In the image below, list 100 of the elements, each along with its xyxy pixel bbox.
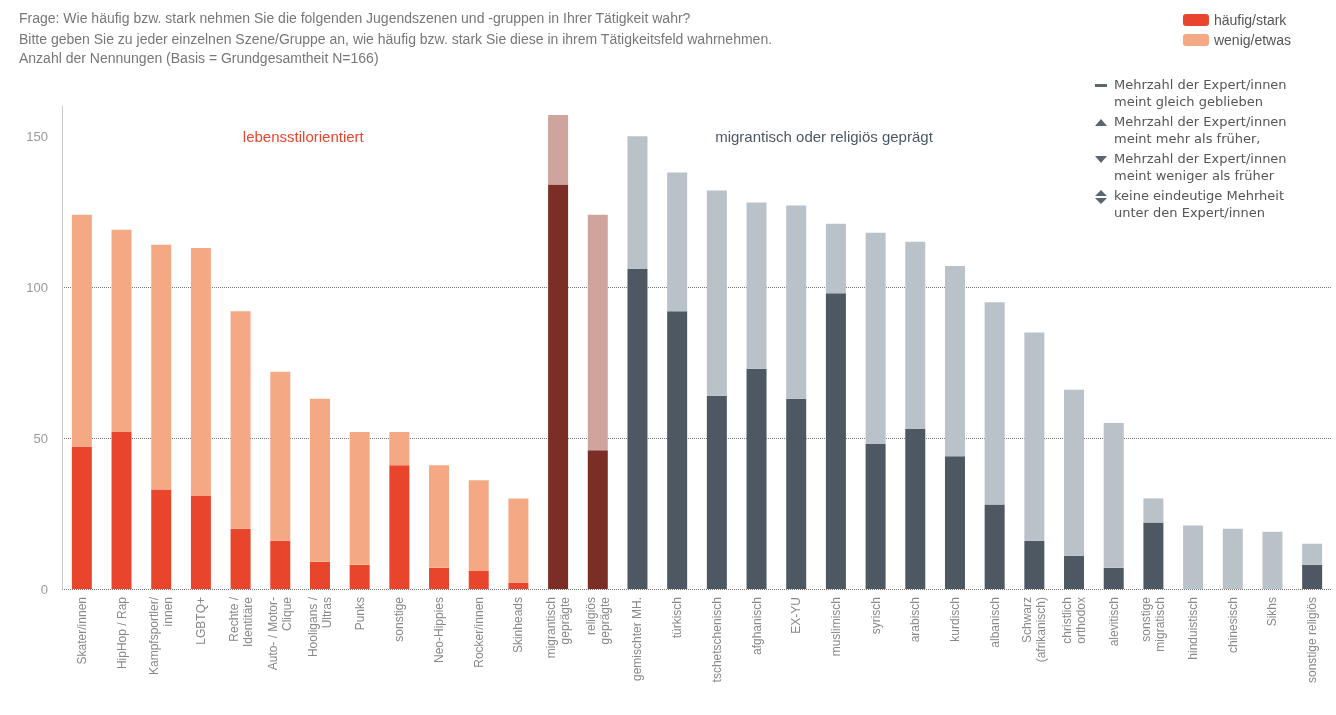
bar	[389, 432, 410, 466]
x-tick-label: Hooligans / Ultras	[305, 596, 334, 658]
y-tick-label: 100	[26, 279, 48, 295]
x-tick-label: kurdisch	[947, 597, 962, 642]
annotation: keine eindeutige Mehrheit unter den Expert/innen	[1114, 187, 1284, 221]
bar	[1103, 422, 1124, 568]
bar	[548, 115, 569, 185]
bar	[746, 202, 767, 369]
bar	[944, 456, 965, 589]
y-tick-label: 0	[40, 581, 48, 597]
bar	[151, 244, 172, 490]
bar	[786, 398, 807, 589]
bar	[71, 447, 92, 589]
y-tick-label: 150	[26, 128, 48, 144]
bar	[270, 540, 291, 589]
bar	[825, 223, 846, 294]
bar	[865, 232, 886, 445]
bar	[905, 241, 926, 430]
bar	[905, 429, 926, 589]
bar	[1143, 522, 1164, 589]
x-tick-label: sonstige religiös	[1305, 597, 1320, 684]
bar	[1262, 531, 1283, 589]
bar	[627, 269, 648, 589]
bar	[1302, 564, 1323, 589]
annotation: Mehrzahl der Expert/innen meint gleich geblieben	[1114, 76, 1287, 110]
bar	[548, 184, 569, 589]
bar	[984, 504, 1005, 589]
x-tick-label: albanisch	[987, 597, 1002, 648]
bar	[746, 368, 767, 589]
x-tick-label: Neo-Hippies	[432, 597, 447, 664]
x-tick-label: Rocker/innen	[471, 597, 486, 668]
annotation: Mehrzahl der Expert/innen meint mehr als früher,	[1114, 113, 1287, 147]
bar	[151, 489, 172, 589]
x-tick-label: migrantisch geprägte	[544, 596, 573, 659]
bar	[349, 564, 370, 589]
x-tick-label: Kampfsportler/ innen	[147, 596, 176, 676]
bar	[786, 205, 807, 399]
x-tick-label: alevitisch	[1106, 597, 1121, 647]
bar	[468, 570, 489, 589]
bar	[1064, 555, 1085, 589]
x-tick-label: Skater/innen	[74, 597, 89, 665]
x-tick-label: arabisch	[908, 597, 923, 643]
bar	[508, 582, 529, 589]
x-tick-label: hinduistisch	[1186, 597, 1201, 660]
bar	[429, 567, 450, 589]
y-tick-label: 50	[33, 430, 48, 446]
x-tick-label: EX-YU	[789, 597, 804, 634]
bar	[309, 561, 330, 589]
x-tick-label: sonstige	[392, 596, 407, 642]
bar	[111, 432, 132, 589]
bar	[587, 214, 608, 451]
x-tick-label: Rechte / Identitäre	[226, 596, 255, 648]
x-tick-label: Punks	[352, 597, 367, 631]
bar	[944, 265, 965, 457]
bar	[230, 528, 251, 589]
x-tick-label: Skinheads	[511, 597, 526, 654]
x-tick-label: Schwarz (afrikanisch)	[1020, 597, 1049, 663]
annotation: lebensstilorientiert	[242, 127, 365, 145]
x-tick-label: christlich orthodox	[1060, 597, 1089, 644]
bar	[190, 495, 211, 589]
bar	[270, 371, 291, 541]
bar	[667, 311, 688, 589]
annotation: migrantisch oder religiös geprägt	[715, 127, 934, 145]
x-tick-label: syrisch	[868, 597, 883, 635]
bar	[349, 432, 370, 565]
x-tick-label: LGBTQ+	[193, 597, 208, 645]
bar	[587, 450, 608, 589]
bar	[111, 229, 132, 433]
bar	[1103, 567, 1124, 589]
x-tick-label: HipHop / Rap	[114, 596, 129, 670]
bar	[230, 311, 251, 529]
bar	[1064, 389, 1085, 556]
bar	[1183, 525, 1204, 589]
x-tick-label: muslimisch	[828, 597, 843, 657]
bar	[1302, 543, 1323, 565]
x-tick-label: gemischter MH.	[630, 597, 645, 682]
bar	[865, 444, 886, 589]
bar	[508, 498, 529, 583]
bar	[1143, 498, 1164, 523]
bar	[825, 293, 846, 589]
bar	[706, 190, 727, 396]
bar	[468, 480, 489, 571]
bar	[667, 172, 688, 312]
bar	[429, 465, 450, 568]
x-tick-label: tschetschenisch	[709, 597, 724, 683]
legend-label: häufig/stark	[1213, 12, 1288, 28]
bar	[309, 398, 330, 562]
bar	[627, 136, 648, 270]
bar	[1024, 540, 1045, 589]
bar	[389, 465, 410, 589]
chart-title: Frage: Wie häufig bzw. stark nehmen Sie die folgenden Jugendszenen und -gruppen in Ihrer Tätigkeit wahr?	[19, 10, 691, 26]
bar	[190, 247, 211, 496]
x-tick-label: afghanisch	[749, 597, 764, 656]
bar	[1024, 332, 1045, 541]
x-tick-label: türkisch	[670, 597, 685, 639]
bar	[1222, 528, 1243, 589]
bar	[706, 395, 727, 589]
x-tick-label: Auto- / Motor- Clique	[266, 596, 295, 671]
legend-label: wenig/etwas	[1212, 32, 1292, 48]
x-tick-label: chinesisch	[1225, 597, 1240, 654]
